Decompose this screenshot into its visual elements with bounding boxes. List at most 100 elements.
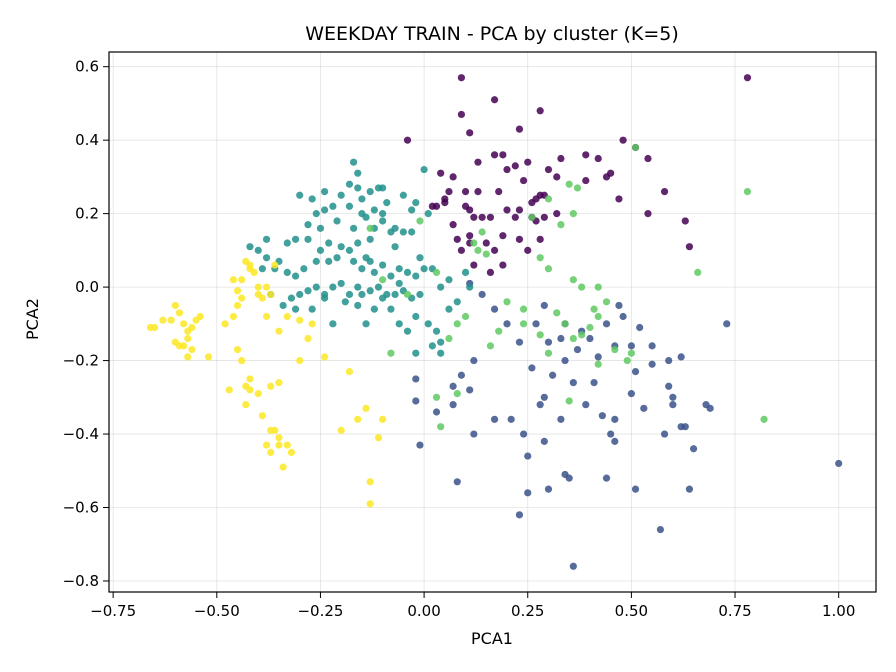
data-point: [615, 195, 623, 203]
data-point: [681, 217, 689, 225]
data-point: [648, 342, 656, 350]
data-point: [569, 210, 577, 218]
data-point: [246, 261, 254, 269]
data-point: [540, 301, 548, 310]
data-point: [271, 426, 279, 434]
data-point: [474, 187, 482, 196]
data-point: [354, 415, 362, 423]
cluster-1-points: [412, 279, 843, 570]
data-point: [578, 331, 586, 339]
data-point: [416, 441, 424, 449]
data-point: [445, 305, 453, 313]
data-point: [403, 290, 412, 299]
data-point: [312, 210, 320, 218]
data-point: [470, 213, 478, 221]
data-point: [246, 386, 254, 394]
data-point: [565, 474, 573, 482]
data-point: [569, 334, 577, 343]
data-point: [366, 235, 374, 243]
data-point: [180, 320, 188, 328]
data-point: [420, 165, 428, 174]
data-point: [478, 290, 486, 299]
cluster-3-points: [366, 143, 768, 431]
data-point: [478, 228, 486, 236]
data-point: [524, 452, 532, 460]
data-point: [283, 441, 291, 449]
data-point: [470, 356, 478, 365]
y-tick-label: −0.2: [63, 352, 99, 370]
data-point: [598, 412, 606, 420]
data-point: [308, 195, 316, 203]
data-point: [437, 169, 445, 177]
data-point: [457, 246, 466, 254]
data-point: [358, 265, 366, 273]
data-point: [519, 176, 528, 185]
y-tick-label: −0.6: [63, 499, 99, 517]
data-point: [412, 349, 420, 357]
data-point: [590, 379, 598, 387]
data-point: [702, 401, 710, 409]
y-tick-label: 0.2: [75, 205, 99, 223]
data-point: [258, 294, 266, 302]
data-point: [308, 320, 316, 328]
data-point: [279, 301, 287, 310]
data-point: [466, 232, 474, 240]
data-point: [242, 401, 250, 409]
data-point: [623, 356, 631, 365]
data-point: [184, 353, 192, 361]
data-point: [354, 184, 362, 192]
data-point: [316, 224, 325, 232]
data-point: [221, 320, 229, 328]
data-point: [296, 290, 304, 299]
data-point: [689, 445, 698, 453]
data-point: [379, 184, 387, 192]
data-point: [602, 298, 611, 306]
data-point: [540, 437, 548, 445]
data-point: [553, 210, 561, 218]
data-point: [457, 110, 466, 119]
data-point: [337, 426, 345, 434]
data-point: [432, 393, 441, 401]
data-point: [495, 327, 503, 335]
data-point: [300, 265, 308, 273]
data-points: [146, 74, 843, 570]
data-point: [582, 151, 590, 159]
data-point: [412, 199, 420, 207]
data-point: [611, 437, 619, 445]
data-point: [553, 173, 561, 181]
data-point: [594, 283, 602, 291]
data-point: [354, 169, 362, 177]
data-point: [287, 294, 296, 302]
x-axis-label: PCA1: [471, 629, 513, 648]
data-point: [453, 390, 461, 398]
data-point: [279, 463, 287, 471]
data-point: [511, 213, 519, 221]
data-point: [374, 283, 383, 291]
data-point: [644, 210, 652, 218]
data-point: [391, 290, 399, 299]
data-point: [453, 320, 461, 328]
data-point: [627, 342, 635, 350]
data-point: [532, 320, 540, 328]
cluster-0-points: [403, 74, 752, 277]
data-point: [631, 367, 640, 376]
data-point: [304, 235, 312, 243]
data-point: [470, 430, 478, 438]
data-point: [536, 107, 544, 115]
data-point: [366, 287, 374, 295]
data-point: [503, 320, 511, 328]
data-point: [503, 165, 511, 174]
data-point: [304, 334, 312, 343]
data-point: [291, 272, 300, 280]
data-point: [238, 356, 246, 365]
data-point: [391, 224, 399, 232]
data-point: [254, 390, 262, 398]
data-point: [175, 309, 184, 317]
data-point: [262, 254, 271, 262]
data-point: [387, 272, 395, 280]
data-point: [515, 125, 524, 133]
x-axis-ticks: −0.75 −0.50 −0.25 0.00 0.25 0.50 0.75 1.00: [90, 592, 855, 620]
data-point: [474, 158, 482, 166]
data-point: [416, 254, 424, 262]
data-point: [449, 382, 457, 390]
